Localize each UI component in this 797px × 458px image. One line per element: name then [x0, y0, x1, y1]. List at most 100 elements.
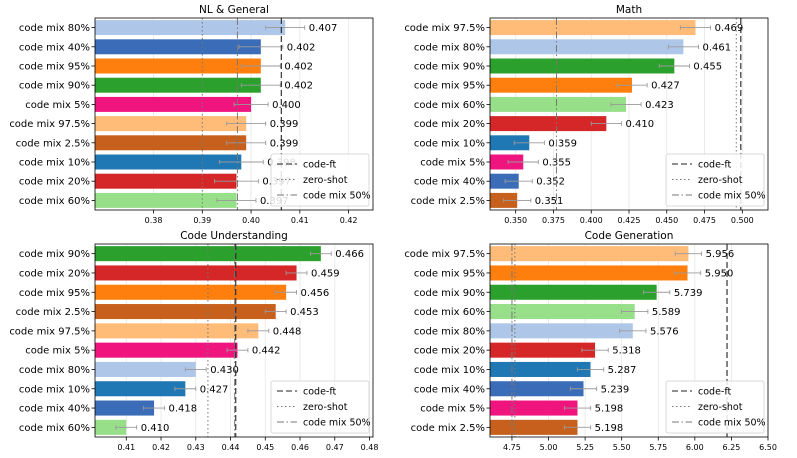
data-label: 0.448	[273, 326, 302, 337]
category-label: code mix 2.5%	[16, 138, 90, 149]
legend-label: code-ft	[698, 160, 732, 171]
bar	[95, 192, 237, 208]
bar	[95, 265, 297, 281]
category-label: code mix 95%	[414, 81, 485, 92]
bar	[95, 77, 261, 93]
bar	[490, 58, 675, 74]
x-tick-label: 0.39	[193, 216, 211, 225]
x-tick-label: 6.00	[686, 443, 704, 452]
data-label: 5.956	[706, 249, 735, 260]
category-label: code mix 60%	[19, 196, 90, 207]
data-label: 5.287	[608, 365, 637, 376]
data-label: 0.402	[284, 62, 313, 73]
bar	[490, 39, 684, 55]
x-tick-label: 0.350	[504, 216, 527, 225]
bar	[95, 419, 127, 435]
legend-label: zero-shot	[303, 175, 348, 186]
chart-panel-3: 0.466 code mix 90% 0.459 code mix 20% 0.456 c…	[9, 230, 378, 452]
legend: code-ft zero-shot code mix 50%	[270, 380, 371, 434]
legend-label: code-ft	[303, 160, 337, 171]
bar	[95, 116, 247, 132]
bar	[490, 135, 530, 151]
legend-label: code mix 50%	[698, 191, 766, 202]
bar	[95, 323, 259, 339]
data-label: 0.410	[141, 423, 170, 434]
bar	[95, 304, 276, 320]
x-tick-label: 0.44	[222, 443, 240, 452]
bar	[490, 342, 596, 358]
bar	[490, 154, 524, 170]
data-label: 0.402	[287, 42, 316, 53]
category-label: code mix 40%	[19, 404, 90, 415]
legend-label: code-ft	[698, 387, 732, 398]
category-label: code mix 10%	[19, 158, 90, 169]
bar	[490, 304, 635, 320]
category-label: code mix 95%	[414, 268, 485, 279]
bar	[490, 173, 519, 189]
x-tick-label: 0.41	[117, 443, 135, 452]
data-label: 5.318	[612, 346, 641, 357]
legend-box	[270, 153, 370, 207]
data-label: 0.400	[272, 100, 301, 111]
category-label: code mix 2.5%	[411, 196, 485, 207]
x-tick-label: 0.375	[542, 216, 565, 225]
data-label: 0.427	[651, 81, 680, 92]
x-tick-label: 5.50	[613, 443, 631, 452]
data-label: 0.410	[625, 119, 654, 130]
bar	[95, 58, 261, 74]
category-label: code mix 90%	[414, 288, 485, 299]
category-label: code mix 90%	[19, 81, 90, 92]
legend-box	[270, 380, 370, 434]
x-tick-label: 0.475	[693, 216, 716, 225]
x-tick-label: 6.50	[759, 443, 777, 452]
bar	[490, 265, 688, 281]
x-tick-label: 0.425	[618, 216, 641, 225]
plot-frame	[489, 243, 769, 438]
data-label: 0.469	[715, 23, 744, 34]
x-tick-label: 0.500	[731, 216, 754, 225]
data-label: 0.455	[693, 62, 722, 73]
category-label: code mix 40%	[414, 384, 485, 395]
data-label: 0.427	[200, 384, 229, 395]
x-tick-label: 5.00	[540, 443, 558, 452]
legend: code-ft zero-shot code mix 50%	[270, 153, 371, 207]
chart-title: NL & General	[199, 4, 269, 16]
bar	[95, 400, 155, 416]
bar	[490, 361, 591, 377]
category-label: code mix 60%	[19, 423, 90, 434]
legend: code-ft zero-shot code mix 50%	[665, 153, 766, 207]
data-label: 0.351	[535, 196, 564, 207]
x-tick-label: 5.25	[576, 443, 594, 452]
data-label: 5.739	[674, 288, 703, 299]
bar	[490, 116, 607, 132]
bar	[95, 39, 261, 55]
bar	[95, 361, 196, 377]
category-label: code mix 20%	[414, 346, 485, 357]
category-label: code mix 10%	[414, 365, 485, 376]
legend-label: zero-shot	[698, 175, 743, 186]
chart-panel-1: 0.407 code mix 80% 0.402 code mix 40% 0.402 c…	[9, 4, 374, 225]
bar	[95, 96, 252, 112]
bar	[95, 173, 237, 189]
data-label: 0.399	[270, 138, 299, 149]
bar	[95, 135, 247, 151]
chart-title: Math	[616, 4, 642, 16]
category-label: code mix 2.5%	[411, 423, 485, 434]
category-label: code mix 60%	[414, 307, 485, 318]
category-label: code mix 80%	[19, 23, 90, 34]
category-label: code mix 97.5%	[404, 249, 485, 260]
category-label: code mix 97.5%	[9, 326, 90, 337]
legend-label: code mix 50%	[303, 418, 371, 429]
category-label: code mix 20%	[19, 268, 90, 279]
data-label: 0.430	[210, 365, 239, 376]
x-tick-label: 6.25	[723, 443, 741, 452]
data-label: 0.461	[703, 42, 732, 53]
category-label: code mix 80%	[414, 326, 485, 337]
data-label: 0.453	[290, 307, 319, 318]
legend-box	[665, 380, 765, 434]
plot-frame	[94, 243, 374, 438]
x-tick-label: 0.42	[152, 443, 170, 452]
bar	[490, 96, 626, 112]
